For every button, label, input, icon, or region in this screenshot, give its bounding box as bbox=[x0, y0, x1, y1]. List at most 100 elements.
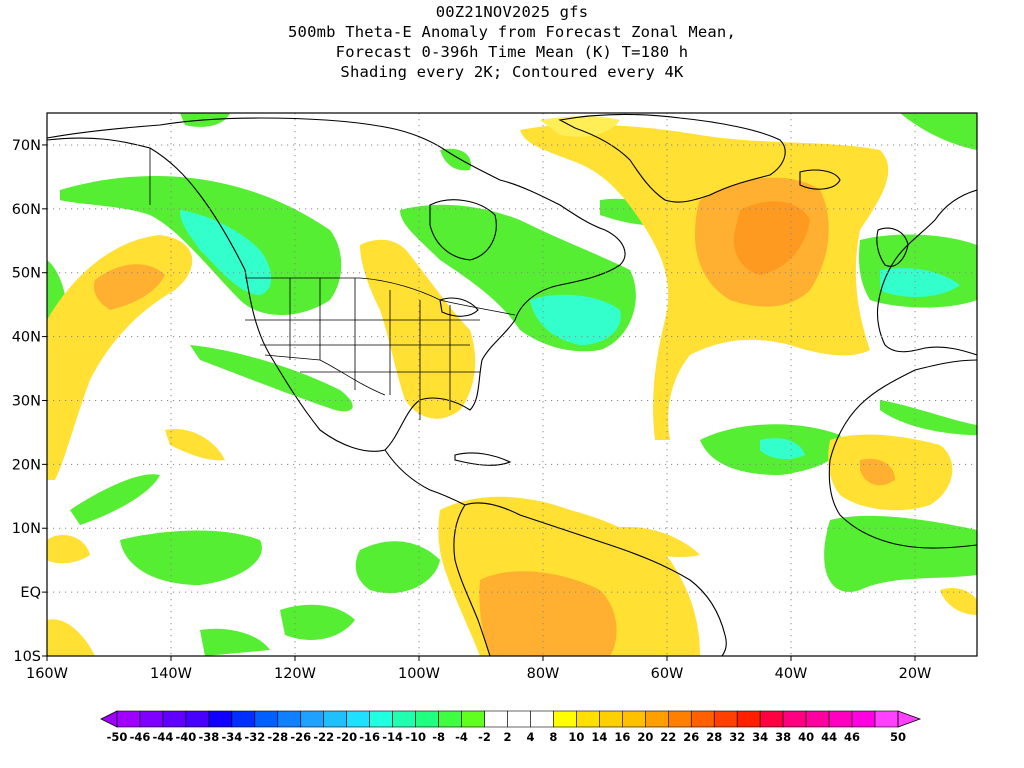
colorbar-label: -4 bbox=[455, 730, 468, 744]
shading-green-arctic bbox=[440, 148, 471, 171]
latitude-label: 70N bbox=[12, 138, 41, 154]
shading-yellow-pacific-arc bbox=[47, 235, 193, 480]
colorbar-swatch bbox=[622, 710, 646, 728]
shading-orange-pacific-arc bbox=[93, 264, 165, 310]
longitude-label: 140W bbox=[150, 666, 192, 682]
shading-yellow-pacific-2 bbox=[47, 535, 90, 564]
colorbar-label: 4 bbox=[526, 730, 534, 744]
shading-cyan-atlantic bbox=[530, 294, 621, 345]
colorbar-label: -44 bbox=[153, 730, 174, 744]
colorbar-label: 22 bbox=[660, 730, 676, 744]
colorbar-label: -26 bbox=[290, 730, 311, 744]
colorbar-swatch bbox=[851, 710, 876, 728]
shading-yellow-canada-arctic bbox=[390, 258, 410, 272]
shading-green-africa bbox=[824, 515, 977, 592]
political-borders bbox=[149, 148, 516, 420]
coast-europe bbox=[876, 189, 977, 356]
colorbar-swatch bbox=[461, 710, 485, 728]
colorbar-swatch bbox=[277, 710, 302, 728]
coast-central-america bbox=[384, 449, 466, 506]
latitude-label: 50N bbox=[12, 266, 41, 282]
colorbar-swatch bbox=[116, 710, 141, 728]
longitude-label: 160W bbox=[26, 666, 68, 682]
colorbar-swatch bbox=[254, 710, 279, 728]
border-states-1 bbox=[245, 278, 480, 420]
coast-hudson-bay bbox=[429, 199, 497, 261]
colorbar-swatch bbox=[645, 710, 669, 728]
colorbar-label: -14 bbox=[382, 730, 403, 744]
colorbar-swatch bbox=[231, 710, 256, 728]
longitude-label: 120W bbox=[274, 666, 316, 682]
colorbar-label: 16 bbox=[614, 730, 630, 744]
shading-green-pacific-3 bbox=[70, 474, 160, 525]
coast-great-lakes bbox=[439, 297, 479, 317]
title-line-2: 500mb Theta-E Anomaly from Forecast Zona… bbox=[288, 23, 736, 41]
colorbar-label: -46 bbox=[130, 730, 151, 744]
shading-orange-south-america bbox=[479, 571, 617, 656]
shading-green-africa-north bbox=[880, 400, 977, 435]
colorbar-label: -10 bbox=[405, 730, 426, 744]
border-us-mexico bbox=[264, 354, 386, 396]
coast-uk bbox=[876, 227, 909, 267]
shading-yellow-caribbean bbox=[600, 526, 700, 557]
latitude-label: 30N bbox=[12, 393, 41, 409]
shading-yellow-greenland bbox=[540, 116, 620, 137]
shading-layer bbox=[47, 113, 977, 656]
colorbar-swatch bbox=[438, 710, 462, 728]
coast-south-america bbox=[453, 502, 727, 656]
latitude-label: 40N bbox=[12, 330, 41, 346]
shading-darkorange-atlantic bbox=[733, 201, 810, 275]
colorbar-swatch bbox=[828, 710, 853, 728]
latitude-labels: 70N 60N 50N 40N 30N 20N 10N EQ 10S bbox=[12, 138, 47, 665]
colorbar-swatch bbox=[553, 710, 577, 728]
longitude-labels: 160W140W120W100W80W60W40W20W0 bbox=[26, 656, 931, 682]
shading-green-ne-corner bbox=[900, 113, 977, 150]
colorbar-label: 34 bbox=[752, 730, 768, 744]
colorbar-swatch bbox=[392, 710, 416, 728]
shading-green-pacific-2 bbox=[355, 541, 440, 594]
colorbar-swatch bbox=[507, 710, 531, 728]
latitude-label: 10S bbox=[13, 649, 41, 665]
colorbar-label: 44 bbox=[821, 730, 837, 744]
colorbar-swatch bbox=[323, 710, 348, 728]
colorbar-label: -38 bbox=[198, 730, 219, 744]
colorbar-label: 26 bbox=[683, 730, 699, 744]
shading-cyan-atlantic-sub bbox=[760, 438, 805, 460]
latitude-label: EQ bbox=[20, 585, 41, 601]
coast-africa bbox=[828, 359, 977, 549]
colorbar-label: 50 bbox=[890, 730, 906, 744]
colorbar-swatch bbox=[782, 710, 807, 728]
colorbar-label: 2 bbox=[503, 730, 511, 744]
colorbar-arrow-left bbox=[100, 710, 118, 728]
colorbar-swatch bbox=[346, 710, 370, 728]
colorbar-swatch bbox=[139, 710, 164, 728]
shading-green-mexico bbox=[190, 345, 353, 412]
colorbar-label: -40 bbox=[176, 730, 197, 744]
title-line-1: 00Z21NOV2025 gfs bbox=[435, 3, 589, 21]
colorbar-swatch bbox=[690, 710, 715, 728]
colorbar-label: -50 bbox=[107, 730, 128, 744]
shading-cyan-europe bbox=[880, 268, 960, 297]
border-us-canada bbox=[245, 277, 516, 316]
colorbar-swatch bbox=[300, 710, 325, 728]
colorbar-swatch bbox=[874, 710, 899, 728]
longitude-label: 40W bbox=[775, 666, 808, 682]
colorbar-swatch bbox=[185, 710, 210, 728]
colorbar-label: -8 bbox=[432, 730, 445, 744]
latitude-label: 10N bbox=[12, 521, 41, 537]
colorbar-label: 8 bbox=[549, 730, 557, 744]
shading-green-pacific-4 bbox=[280, 604, 355, 640]
colorbar-label: 46 bbox=[844, 730, 860, 744]
colorbar-label: 40 bbox=[798, 730, 814, 744]
colorbar-label: 20 bbox=[637, 730, 653, 744]
colorbar-label: 38 bbox=[775, 730, 791, 744]
shading-green-pacific-1 bbox=[120, 530, 262, 585]
shading-green-pacific-5 bbox=[200, 628, 270, 656]
shading-yellow-midwest bbox=[360, 239, 476, 419]
colorbar-swatch bbox=[805, 710, 830, 728]
colorbar-label: 14 bbox=[591, 730, 607, 744]
colorbar-swatch bbox=[759, 710, 784, 728]
colorbar-label: -34 bbox=[221, 730, 242, 744]
shading-yellow-eq-atlantic bbox=[940, 588, 977, 615]
coast-cuba bbox=[454, 452, 512, 466]
